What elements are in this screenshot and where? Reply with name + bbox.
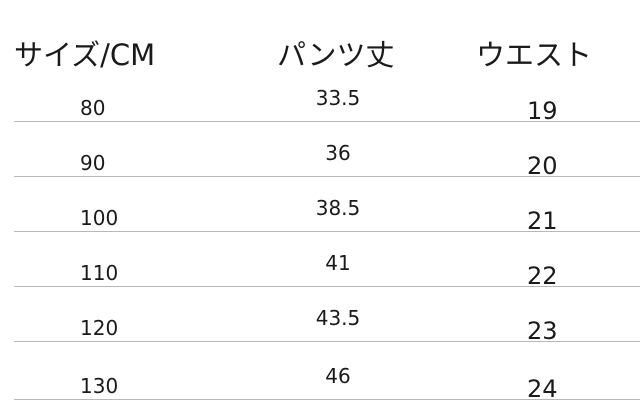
cell-size: 120	[80, 316, 119, 340]
cell-waist: 23	[527, 317, 558, 345]
cell-waist: 24	[527, 375, 558, 403]
cell-waist: 22	[527, 262, 558, 290]
cell-size: 110	[80, 261, 119, 285]
cell-pants-length: 33.5	[315, 86, 361, 110]
cell-waist: 19	[527, 97, 558, 125]
row-divider	[14, 231, 640, 232]
header-size: サイズ/CM	[14, 38, 156, 72]
cell-size: 100	[80, 206, 119, 230]
cell-pants-length: 41	[325, 251, 351, 275]
table-row: 80 33.5 19	[0, 67, 640, 125]
row-divider	[14, 341, 640, 342]
cell-waist: 21	[527, 207, 558, 235]
cell-pants-length: 36	[325, 141, 351, 165]
cell-size: 80	[80, 96, 106, 120]
row-divider	[14, 399, 640, 400]
cell-pants-length: 38.5	[315, 196, 361, 220]
cell-pants-length: 46	[325, 364, 351, 388]
table-row: 110 41 22	[0, 232, 640, 290]
header-pants-length: パンツ丈	[277, 38, 395, 72]
table-row: 90 36 20	[0, 122, 640, 180]
row-divider	[14, 176, 640, 177]
cell-size: 130	[80, 374, 119, 398]
table-row: 120 43.5 23	[0, 287, 640, 345]
table-row: 130 46 24	[0, 345, 640, 403]
header-waist: ウエスト	[476, 38, 593, 72]
cell-size: 90	[80, 151, 106, 175]
cell-pants-length: 43.5	[315, 306, 361, 330]
cell-waist: 20	[527, 152, 558, 180]
row-divider	[14, 286, 640, 287]
table-row: 100 38.5 21	[0, 177, 640, 235]
row-divider	[14, 121, 640, 122]
